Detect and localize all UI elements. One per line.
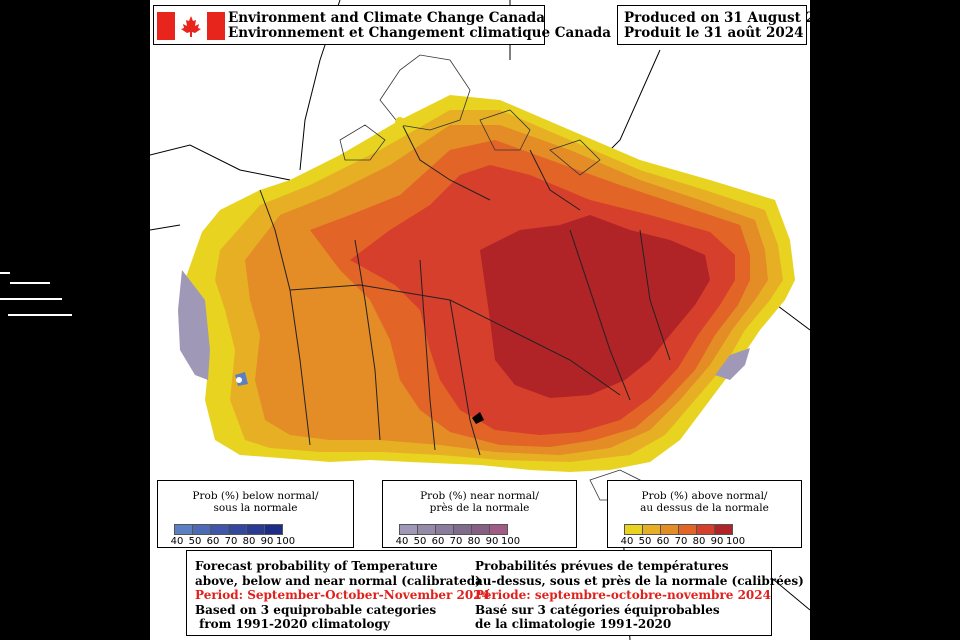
legend-tick: 100 [726,536,746,547]
legend-above-normal: Prob (%) above normal/ au dessus de la n… [607,480,802,548]
legend-above-ticks: 40 50 60 70 80 90 100 [618,536,746,547]
legend-tick: 80 [242,536,256,547]
forecast-map: Environment and Climate Change Canada En… [150,0,810,640]
info-en-period: Period: September-October-November 2024 [195,588,490,602]
info-en-line1: Forecast probability of Temperature [195,559,438,573]
legend-tick: 40 [170,536,184,547]
legend-near-title-en: Prob (%) near normal/ [420,490,539,502]
legend-below-title-fr: sous la normale [213,502,298,514]
legend-swatch [642,524,661,535]
legend-tick: 60 [656,536,670,547]
legend-swatch [228,524,247,535]
legend-tick: 70 [674,536,688,547]
produced-date-en: Produced on 31 August 2024 [624,10,810,26]
legend-tick: 80 [467,536,481,547]
legend-below-swatches [174,524,283,535]
legend-swatch [174,524,193,535]
cropped-fragment [8,314,72,316]
canada-probability-map [150,0,810,640]
legend-swatch [624,524,643,535]
legend-tick: 40 [395,536,409,547]
legend-swatch [192,524,211,535]
legend-near-swatches [399,524,508,535]
info-en-line4: Based on 3 equiprobable categories [195,602,437,617]
legend-tick: 50 [413,536,427,547]
legend-swatch [435,524,454,535]
info-fr-line1: Probabilités prévues de températures [475,559,729,573]
canada-flag-icon [157,12,225,40]
lake-white-spot [236,377,242,383]
agency-name-en: Environment and Climate Change Canada [228,10,545,26]
black-spot [472,412,484,424]
legend-swatch [714,524,733,535]
yellow-spot [395,117,405,127]
legend-tick: 70 [449,536,463,547]
info-fr-period: Période: septembre-octobre-novembre 2024 [475,588,771,602]
info-english: Forecast probability of Temperature abov… [195,559,490,632]
cropped-fragment [0,298,62,300]
produced-date-fr: Produit le 31 août 2024 [624,25,804,41]
agency-name: Environment and Climate Change Canada En… [228,11,611,41]
legend-swatch [678,524,697,535]
province-borders [259,119,671,456]
legend-near-normal: Prob (%) near normal/ près de la normale… [382,480,577,548]
info-en-line5: from 1991-2020 climatology [195,617,390,631]
legend-swatch [696,524,715,535]
legend-tick: 90 [710,536,724,547]
legend-swatch [399,524,418,535]
legend-below-normal: Prob (%) below normal/ sous la normale 4… [157,480,354,548]
legend-swatch [246,524,265,535]
legend-swatch [210,524,229,535]
probability-zones [178,95,795,472]
zone-near-40-east [715,348,750,380]
legend-above-title-fr: au dessus de la normale [640,502,769,514]
info-fr-line2: au-dessus, sous et près de la normale (c… [475,573,804,588]
zone-near-40-west-coast [178,270,210,380]
info-fr-line4: Basé sur 3 catégories équiprobables [475,602,720,617]
legend-tick: 60 [431,536,445,547]
info-en-line2: above, below and near normal (calibrated… [195,573,481,588]
legend-tick: 80 [692,536,706,547]
legend-tick: 90 [485,536,499,547]
forecast-info-box: Forecast probability of Temperature abov… [186,550,804,636]
legend-tick: 40 [620,536,634,547]
legend-below-title-en: Prob (%) below normal/ [192,490,319,502]
legend-below-ticks: 40 50 60 70 80 90 100 [168,536,296,547]
legend-swatch [660,524,679,535]
legend-tick: 60 [206,536,220,547]
legend-above-title-en: Prob (%) above normal/ [641,490,768,502]
info-fr-line5: de la climatologie 1991-2020 [475,617,672,631]
legend-swatch [417,524,436,535]
cropped-fragment [0,272,10,274]
legend-near-ticks: 40 50 60 70 80 90 100 [393,536,521,547]
legend-above-swatches [624,524,733,535]
legend-swatch [471,524,490,535]
legend-near-title-fr: près de la normale [429,502,530,514]
legend-swatch [453,524,472,535]
legend-swatch [264,524,283,535]
legend-tick: 100 [276,536,296,547]
agency-name-fr: Environnement et Changement climatique C… [228,25,611,41]
produced-date-box: Produced on 31 August 2024 Produit le 31… [617,5,810,45]
legend-swatch [489,524,508,535]
legend-tick: 90 [260,536,274,547]
legend-tick: 100 [501,536,521,547]
agency-header: Environment and Climate Change Canada En… [153,5,611,45]
legend-tick: 70 [224,536,238,547]
legend-tick: 50 [188,536,202,547]
legend-tick: 50 [638,536,652,547]
info-french: Probabilités prévues de températures au-… [475,559,804,632]
cropped-fragment [10,282,50,284]
